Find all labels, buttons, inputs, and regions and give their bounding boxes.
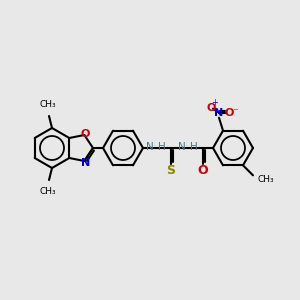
Text: CH₃: CH₃ [40, 100, 56, 109]
Text: N: N [146, 142, 154, 152]
Text: N: N [81, 158, 90, 168]
Text: +: + [212, 98, 218, 107]
Text: H: H [158, 142, 166, 152]
Text: N: N [178, 142, 186, 152]
Text: O: O [224, 108, 234, 118]
Text: CH₃: CH₃ [40, 187, 56, 196]
Text: H: H [190, 142, 198, 152]
Text: O: O [81, 129, 90, 139]
Text: N: N [214, 108, 224, 118]
Text: ⁻: ⁻ [232, 108, 238, 118]
Text: O: O [198, 164, 208, 176]
Text: CH₃: CH₃ [258, 175, 274, 184]
Text: S: S [167, 164, 176, 176]
Text: O: O [206, 103, 216, 113]
